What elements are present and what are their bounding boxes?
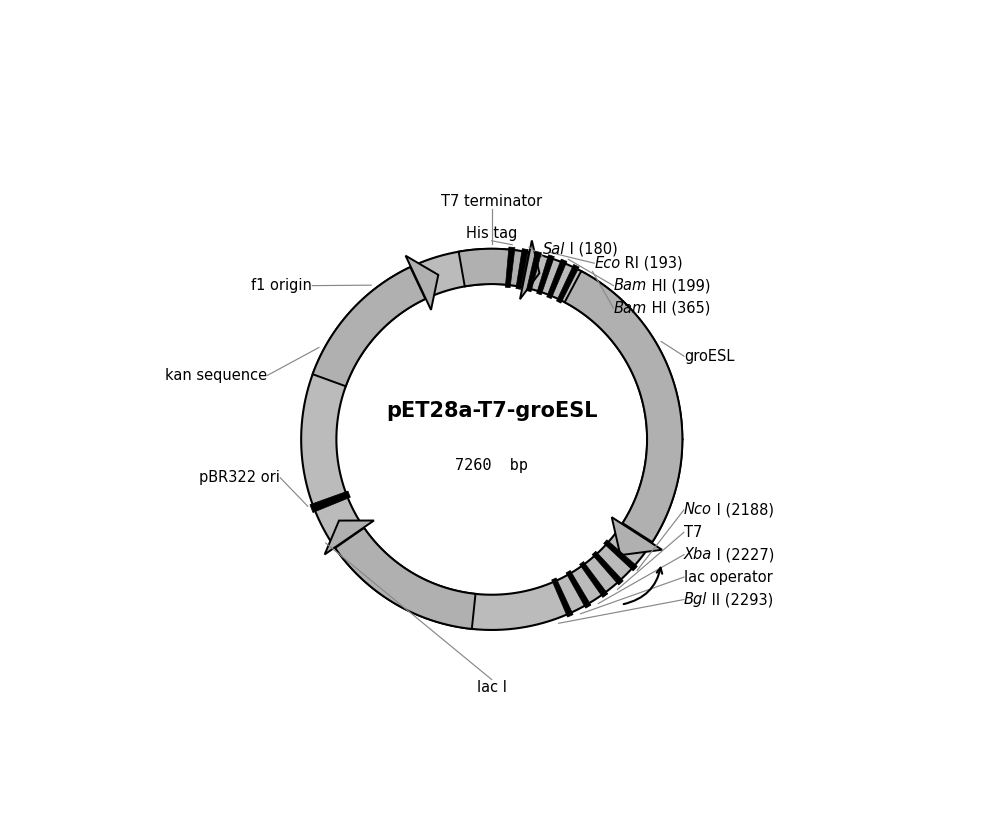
- Polygon shape: [515, 249, 528, 290]
- Polygon shape: [536, 255, 554, 295]
- Text: groESL: groESL: [684, 349, 735, 364]
- Text: kan sequence: kan sequence: [166, 368, 267, 383]
- Text: II (2293): II (2293): [707, 592, 774, 607]
- Polygon shape: [520, 240, 539, 300]
- Text: T7: T7: [684, 525, 702, 540]
- Text: 7260  bp: 7260 bp: [456, 458, 528, 473]
- Polygon shape: [566, 571, 591, 608]
- Text: Sal: Sal: [543, 242, 565, 257]
- Text: Eco: Eco: [594, 255, 620, 270]
- Text: His tag: His tag: [466, 225, 517, 240]
- Polygon shape: [505, 247, 514, 288]
- Polygon shape: [406, 255, 439, 310]
- Polygon shape: [546, 260, 567, 299]
- Text: I (2227): I (2227): [712, 547, 775, 562]
- Polygon shape: [526, 251, 541, 292]
- Text: Nco: Nco: [684, 503, 712, 518]
- Text: Bam: Bam: [613, 300, 647, 315]
- Polygon shape: [313, 267, 426, 386]
- Polygon shape: [335, 528, 476, 629]
- Polygon shape: [551, 578, 573, 617]
- Polygon shape: [603, 540, 637, 571]
- Text: I (2188): I (2188): [712, 503, 774, 518]
- Text: pET28a-T7-groESL: pET28a-T7-groESL: [386, 400, 597, 420]
- Text: HI (199): HI (199): [647, 278, 710, 293]
- Text: Bgl: Bgl: [684, 592, 707, 607]
- Polygon shape: [579, 562, 608, 597]
- Polygon shape: [612, 518, 662, 555]
- Text: f1 origin: f1 origin: [251, 278, 312, 293]
- Polygon shape: [459, 249, 529, 287]
- Polygon shape: [592, 552, 623, 585]
- Text: Bam: Bam: [613, 278, 647, 293]
- Text: pBR322 ori: pBR322 ori: [199, 470, 280, 485]
- Text: lac I: lac I: [477, 680, 506, 695]
- Text: I (180): I (180): [565, 242, 618, 257]
- Polygon shape: [564, 271, 682, 542]
- Text: T7 terminator: T7 terminator: [442, 194, 542, 209]
- Polygon shape: [325, 521, 374, 554]
- Polygon shape: [556, 265, 579, 303]
- Text: lac operator: lac operator: [684, 570, 773, 585]
- Polygon shape: [301, 249, 682, 630]
- Text: Xba: Xba: [684, 547, 712, 562]
- Text: RI (193): RI (193): [620, 255, 683, 270]
- Polygon shape: [310, 491, 350, 513]
- Text: HI (365): HI (365): [647, 300, 710, 315]
